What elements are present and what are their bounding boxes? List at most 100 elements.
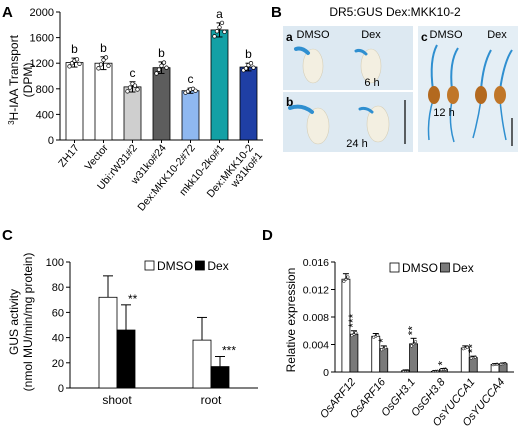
panel-a-bar [239,66,258,141]
panel-a-y-tick-label: 400 [36,109,54,121]
photo-c-label: c [421,30,428,44]
panel-a-bar [65,62,84,141]
photo-c-dmso: DMSO [430,29,463,41]
c-sig: ** [128,292,138,306]
d-sig: ** [406,326,420,336]
d-legend-label: Dex [452,261,473,275]
panel-a-x-tick-label: ZH17 [56,142,82,170]
panel-a-bar [181,90,200,141]
d-point [384,345,388,350]
d-y-tick-label: 0.004 [303,340,329,352]
c-y-tick-label: 100 [46,257,64,269]
photo-c-dex: Dex [487,29,507,41]
d-sig: * [435,361,449,366]
panel-d-bars: ***OsARF12*OsARF16**OsGH3.1*OsGH3.8**OsY… [318,273,508,429]
c-x-tick-label: shoot [102,393,132,407]
c-bar [98,296,118,389]
panel-a-bar [210,29,229,141]
panel-a-ylabel-sup: 3 [7,120,16,125]
panel-a-point [159,63,164,68]
panel-c-legend: DMSO Dex [144,259,229,273]
panel-letter-b: B [271,4,282,21]
panel-a-y-tick-label: 800 [36,84,54,96]
d-sig: * [376,338,390,343]
panel-letter-c: C [2,227,13,244]
d-sig: ** [465,344,479,354]
panel-a-sig-letter: b [245,47,252,61]
panel-a-point [67,64,72,69]
panel-a-point [161,60,167,65]
d-legend-label: DMSO [402,261,438,275]
c-x-tick-label: root [201,393,222,407]
panel-a-point [101,57,106,63]
d-point [354,331,358,335]
panel-a-point [125,89,130,94]
panel-a-point [103,55,109,60]
c-y-tick-label: 80 [52,282,64,294]
d-point [342,279,346,283]
photo-a-gus-dex [354,48,368,56]
photo-a-label: a [286,30,293,44]
panel-a-bar [94,62,113,141]
panel-a-sig-letter: c [188,72,194,86]
panel-c-chart: GUS activity (nmol MU/min/mg protein) 0 2… [7,253,258,407]
panel-a-point [96,66,101,71]
c-legend-swatch [194,260,205,271]
d-bar [409,343,418,373]
panel-a-chart: 3H-IAA Transport (DPM) 0 400 800 1200 1600 20… [7,7,265,214]
photo-a-seed-dmso [302,48,324,84]
panel-a-point [77,61,82,66]
panel-a-point [243,66,249,71]
panel-a-y-tick-label: 1600 [30,33,54,45]
panel-a-bar [152,67,171,141]
d-y-tick-label: 0.008 [303,312,329,324]
d-y-tick-label: 0.016 [303,257,329,269]
panel-a-point [127,85,133,90]
d-legend-swatch [439,262,450,273]
photo-b-gus-dmso [288,104,314,114]
d-sig: *** [346,313,360,327]
panel-a-point [98,62,104,67]
panel-a-ylabel-main: H-IAA Transport [7,34,21,120]
panel-a-point [132,83,138,88]
panel-a-point [212,34,217,39]
c-legend-label: DMSO [157,259,193,273]
panel-d-legend: DMSO Dex [389,261,474,275]
photo-b-seed-dex [366,105,390,143]
panel-b-photos: DR5:GUS Dex:MKK10-2 a DMSO Dex 6 h b 24 … [283,5,518,152]
panel-a-sig-letter: b [100,41,107,55]
panel-a-point [251,65,256,70]
panel-a-x-labels: ZH17 VectorUbi:rW31#2w31ko#24Dex:MKK10-2#… [56,140,265,213]
d-y-tick-label: 0.012 [303,285,329,297]
photo-b-seed-dmso [306,107,330,145]
panel-a-point [106,63,111,68]
panel-a-point [217,25,222,30]
panel-a-ylabel: 3H-IAA Transport [7,34,21,124]
panel-a-point [154,71,159,76]
d-bar [379,348,389,373]
photo-c-seedlings [427,44,513,143]
photo-a-seed-dex [360,48,382,84]
panel-d-chart: Relative expression 0 0.004 0.008 0.012 0.01… [284,257,514,429]
panel-a-sig-letter: b [71,42,78,56]
panel-a-sig-letter: a [216,7,223,21]
photo-a-dex: Dex [361,29,381,41]
c-legend-label: Dex [207,259,228,273]
panel-a-point [219,20,225,26]
d-point [346,275,350,279]
d-bar [468,357,478,373]
panel-a-point [222,29,227,34]
panel-a-sig-letter: b [158,46,165,60]
c-y-tick-label: 0 [58,383,64,395]
panel-b-title: DR5:GUS Dex:MKK10-2 [329,5,461,19]
panel-a-point [193,88,198,93]
panel-a-y-tick-label: 2000 [30,7,54,19]
photo-b-background [283,92,413,152]
c-legend-swatch [144,260,155,271]
panel-d-ylabel: Relative expression [284,268,298,373]
panel-c-ylabel: GUS activity [7,289,21,355]
panel-a-y-tick-label: 0 [48,135,54,147]
c-sig: *** [222,344,236,358]
panel-a-y-tick-label: 1200 [30,58,54,70]
